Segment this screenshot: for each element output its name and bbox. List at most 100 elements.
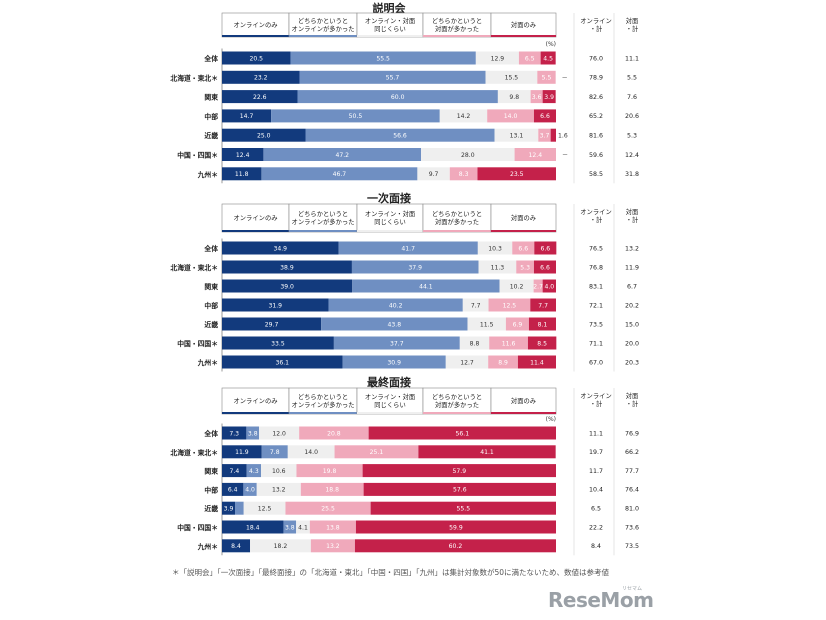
panel2-bar-same	[499, 279, 534, 293]
panel1-bar-label: 12.9	[491, 55, 505, 62]
panel1-bar-lean-face	[537, 70, 556, 84]
panel2-bar-face	[517, 355, 556, 369]
panel1-bar-label: 28.0	[461, 152, 475, 159]
panel1-bar-lean-online	[261, 167, 418, 181]
panel2-header-swatch-online	[222, 230, 289, 232]
panel1-header-label: オンラインのみ	[233, 21, 277, 29]
panel2-online-total-value: 71.1	[589, 340, 603, 347]
panel2-bar-same	[462, 298, 489, 312]
panel1-face-total-header: ・計	[626, 24, 639, 33]
panel3-online-total-header: オンライン	[580, 392, 611, 400]
panel2-header-swatch-same	[357, 230, 423, 232]
panel1-header-cell	[356, 12, 424, 38]
panel1-category-label: 九州＊	[197, 170, 218, 179]
panel2-header-label: オンラインが多かった	[292, 217, 355, 226]
panel1-bar-online	[222, 148, 264, 161]
panel2-bar-lean-face	[505, 317, 529, 331]
panel1-face-total-value: 20.6	[625, 113, 639, 120]
panel2-bar-lean-face	[512, 241, 535, 255]
panel3-category-label: 関東	[204, 467, 218, 476]
panel1-bar-label: 55.7	[386, 75, 400, 82]
panel2-face-total-header: 対面	[626, 207, 639, 216]
panel1-bar-label: －	[562, 75, 568, 82]
panel3-online-total-value: 6.5	[591, 506, 601, 513]
panel3-bar-label: 60.2	[449, 543, 463, 550]
panel2-header-swatch-lean-face	[423, 230, 491, 232]
panel1-header-label: 対面が多かった	[435, 24, 479, 33]
panel2-bar-label: 10.3	[488, 245, 502, 252]
panel1-bar-label: 14.2	[457, 113, 471, 120]
panel2-bar-label: 31.9	[268, 302, 282, 309]
panel3-header-swatch-face	[491, 412, 556, 414]
panel3-bar-same	[250, 539, 311, 553]
panel1-bar-lean-online	[263, 148, 422, 161]
panel2-bar-lean-online	[351, 260, 479, 274]
panel3-category-label: 中部	[204, 485, 218, 494]
panel1-bar-lean-face	[518, 51, 541, 65]
panel3-face-total-value: 77.7	[625, 468, 639, 475]
panel2-bar-label: 29.7	[265, 321, 279, 328]
panel3-bar-face	[354, 539, 556, 553]
panel2-bar-face	[530, 298, 556, 312]
panel3-online-total-value: 8.4	[591, 543, 601, 550]
panel3-bar-label: 12.0	[272, 430, 286, 437]
panel2-bar-label: 10.2	[510, 283, 524, 290]
panel3-face-total-header: 対面	[626, 391, 639, 400]
panel1-online-total-value: 58.5	[589, 171, 603, 178]
panel2-bar-lean-face	[489, 336, 528, 350]
panel1-face-total-value: 31.8	[625, 171, 639, 178]
panel3-bar-online	[222, 445, 262, 459]
panel3-face-total-value: 76.4	[625, 487, 639, 494]
panel2-online-total-value: 67.0	[589, 359, 603, 366]
panel3-bar-label: 4.1	[298, 524, 308, 531]
panel3-header-label: 対面が多かった	[435, 400, 479, 409]
panel2-bar-label: 34.9	[273, 245, 287, 252]
panel3-bar-label: 4.0	[245, 487, 255, 494]
panel2-bar-online	[222, 279, 353, 293]
panel3-bar-lean-online	[246, 426, 260, 440]
panel3-bar-label: 4.3	[249, 468, 259, 475]
panel3-bar-face	[355, 520, 556, 534]
panel2-bar-same	[467, 317, 506, 331]
panel2-bar-online	[222, 355, 343, 369]
panel3-bar-online	[222, 482, 244, 496]
panel1-bar-same	[417, 167, 450, 181]
panel1-bar-online	[222, 167, 262, 181]
panel3-bar-label: 18.2	[274, 543, 288, 550]
panel2-face-total-value: 6.7	[627, 283, 637, 290]
panel2-header-label: 同じくらい	[374, 218, 405, 226]
panel2-online-total-header: オンライン	[580, 208, 611, 216]
panel2-header-cell	[490, 203, 557, 233]
panel3-bar-label: 13.2	[326, 543, 340, 550]
panel2-bar-online	[222, 298, 329, 312]
panel1-title: 説明会	[373, 1, 407, 15]
panel1-bar-label: 56.6	[393, 133, 407, 140]
panel1-face-total-value: 11.1	[625, 55, 639, 62]
panel3-title: 最終面接	[367, 375, 411, 389]
panel1-category-label: 中国・四国＊	[177, 151, 218, 160]
panel2-bar-lean-online	[352, 279, 500, 293]
panel1-bar-lean-online	[305, 128, 495, 142]
panel3-header-cell	[288, 387, 358, 415]
panel2-bar-label: 37.9	[408, 264, 422, 271]
panel2-bar-lean-online	[321, 317, 468, 331]
panel1-header-swatch-online	[222, 35, 289, 37]
panel2-face-total-value: 13.2	[625, 245, 639, 252]
resemom-logo-sub: リセマム	[622, 586, 643, 592]
panel3-bar-lean-face	[334, 445, 419, 459]
panel3-bar-label: 25.5	[321, 506, 335, 513]
panel3-header-label: 同じくらい	[374, 401, 405, 409]
panel3-bar-label: 18.8	[325, 487, 339, 494]
panel2-face-total-value: 20.3	[625, 359, 639, 366]
panel1-bar-same	[494, 128, 539, 142]
panel2-header-cell	[356, 203, 424, 233]
panel3-header-swatch-same	[357, 412, 423, 414]
panel3-bar-label: 7.3	[229, 430, 239, 437]
panel2-bar-label: 5.3	[520, 264, 530, 271]
panel2-bar-lean-face	[533, 279, 543, 293]
panel3-face-total-value: 66.2	[625, 449, 639, 456]
panel2-bar-label: 4.0	[544, 283, 554, 290]
panel3-online-total-value: 10.4	[589, 487, 603, 494]
panel3-bar-lean-face	[299, 426, 369, 440]
